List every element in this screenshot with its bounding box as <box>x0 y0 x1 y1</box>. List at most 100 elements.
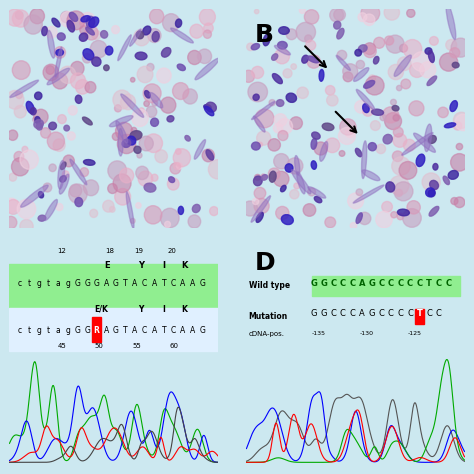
Circle shape <box>80 12 95 28</box>
Circle shape <box>115 189 131 205</box>
Circle shape <box>30 9 45 24</box>
Ellipse shape <box>81 16 90 22</box>
Circle shape <box>33 117 37 122</box>
Ellipse shape <box>363 104 369 113</box>
Text: Y: Y <box>138 261 144 270</box>
Text: G: G <box>320 309 327 318</box>
Text: a: a <box>56 326 61 335</box>
Ellipse shape <box>52 18 60 27</box>
Ellipse shape <box>429 181 438 190</box>
Circle shape <box>147 64 154 71</box>
Circle shape <box>300 8 305 13</box>
Ellipse shape <box>10 80 38 98</box>
Ellipse shape <box>61 162 66 170</box>
Ellipse shape <box>21 185 48 207</box>
Text: -135: -135 <box>312 331 326 336</box>
Circle shape <box>145 134 163 153</box>
Circle shape <box>386 35 404 53</box>
Circle shape <box>384 36 394 45</box>
Circle shape <box>365 76 384 95</box>
Circle shape <box>439 53 458 71</box>
Text: A: A <box>152 326 157 335</box>
Circle shape <box>58 115 66 124</box>
Text: -130: -130 <box>360 331 374 336</box>
Ellipse shape <box>70 159 87 185</box>
Ellipse shape <box>261 174 267 180</box>
Text: G: G <box>84 326 90 335</box>
Circle shape <box>157 68 171 83</box>
Circle shape <box>12 61 30 80</box>
Circle shape <box>137 66 153 83</box>
Text: 50: 50 <box>95 343 104 349</box>
Circle shape <box>390 176 409 195</box>
Ellipse shape <box>354 68 369 82</box>
Ellipse shape <box>195 58 219 80</box>
Text: C: C <box>397 279 403 288</box>
Ellipse shape <box>251 196 271 222</box>
Text: A: A <box>190 326 195 335</box>
Circle shape <box>337 50 347 60</box>
Text: 19: 19 <box>134 248 143 254</box>
Circle shape <box>371 121 380 130</box>
Circle shape <box>46 66 55 74</box>
Ellipse shape <box>137 31 144 39</box>
Text: 18: 18 <box>105 248 114 254</box>
Circle shape <box>20 150 38 169</box>
Circle shape <box>173 163 181 170</box>
Circle shape <box>276 206 289 219</box>
Ellipse shape <box>34 119 43 128</box>
Ellipse shape <box>446 3 456 39</box>
Ellipse shape <box>116 121 128 143</box>
Circle shape <box>382 201 392 212</box>
Text: C: C <box>407 309 413 318</box>
Text: G: G <box>84 279 90 288</box>
Circle shape <box>109 207 115 212</box>
Ellipse shape <box>429 206 439 216</box>
Circle shape <box>412 52 431 72</box>
Circle shape <box>340 119 356 135</box>
Circle shape <box>393 127 403 137</box>
Text: T: T <box>162 326 166 335</box>
Text: C: C <box>349 279 356 288</box>
Text: 60: 60 <box>170 343 179 349</box>
Circle shape <box>358 13 367 21</box>
Text: G: G <box>74 279 81 288</box>
Ellipse shape <box>285 164 293 172</box>
Circle shape <box>68 106 77 115</box>
Circle shape <box>338 128 356 145</box>
Circle shape <box>343 72 353 82</box>
Circle shape <box>255 174 261 181</box>
Circle shape <box>163 14 180 32</box>
Ellipse shape <box>416 154 425 166</box>
Circle shape <box>243 201 257 216</box>
Circle shape <box>361 4 380 22</box>
Text: T: T <box>162 279 166 288</box>
Ellipse shape <box>204 106 214 116</box>
Circle shape <box>273 154 289 169</box>
Text: G: G <box>199 326 205 335</box>
Ellipse shape <box>130 131 142 140</box>
Ellipse shape <box>254 176 262 186</box>
Circle shape <box>255 109 274 128</box>
Ellipse shape <box>273 73 283 84</box>
Ellipse shape <box>92 57 101 66</box>
Text: C: C <box>388 279 394 288</box>
Circle shape <box>204 23 213 33</box>
Circle shape <box>108 161 127 181</box>
Circle shape <box>268 168 280 180</box>
Text: R: R <box>94 326 100 335</box>
Text: A: A <box>181 279 186 288</box>
Ellipse shape <box>428 190 435 197</box>
Text: C: C <box>330 309 336 318</box>
Ellipse shape <box>121 94 144 118</box>
Ellipse shape <box>178 206 183 214</box>
Circle shape <box>334 9 346 20</box>
Ellipse shape <box>167 116 174 122</box>
Circle shape <box>399 162 417 179</box>
Ellipse shape <box>445 123 456 128</box>
Bar <box>92 318 101 342</box>
Circle shape <box>69 184 82 197</box>
Circle shape <box>451 198 458 205</box>
Circle shape <box>364 45 376 58</box>
Ellipse shape <box>311 138 317 149</box>
